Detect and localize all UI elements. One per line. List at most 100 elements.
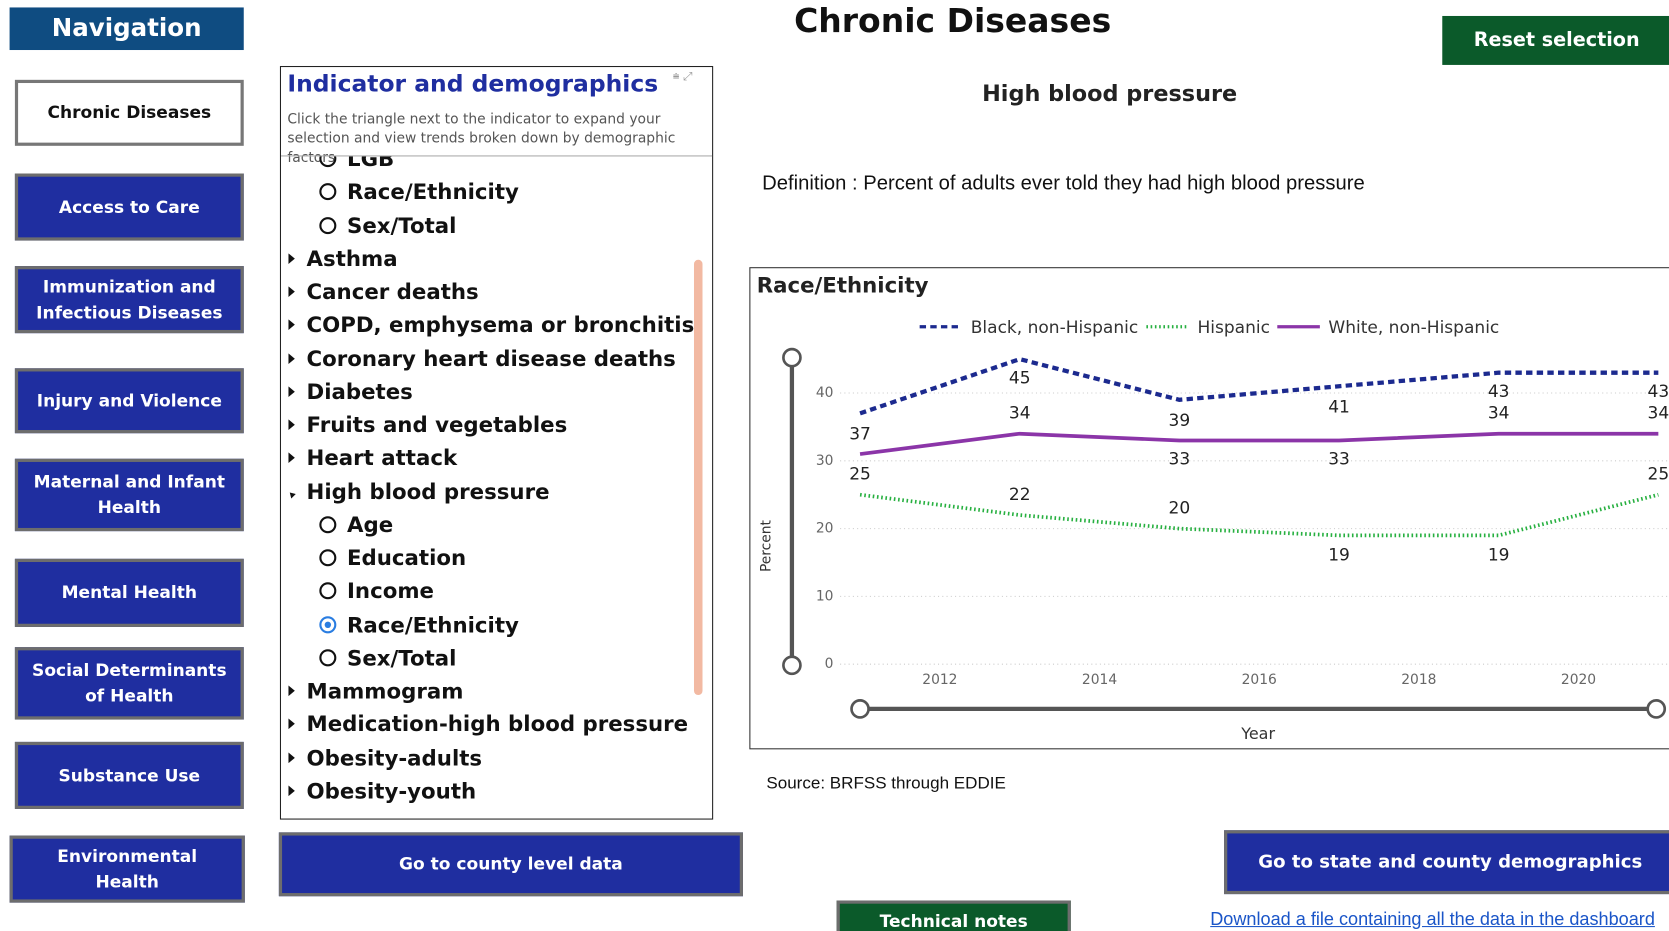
nav-button[interactable]: Maternal and Infant Health — [14, 458, 244, 532]
x-slider-handle[interactable] — [850, 699, 870, 719]
data-label: 25 — [1648, 464, 1669, 484]
expand-arrow[interactable] — [288, 319, 295, 331]
tree-item[interactable]: Asthma — [288, 242, 398, 274]
nav-button[interactable]: Substance Use — [14, 741, 244, 809]
tree-item[interactable]: High blood pressure — [287, 475, 550, 507]
notes-button[interactable]: Technical notes — [836, 900, 1071, 931]
tree-label[interactable]: Cancer deaths — [306, 278, 479, 305]
series-line — [859, 356, 1659, 416]
tree-item[interactable]: Coronary heart disease deaths — [288, 342, 676, 374]
state-button[interactable]: Go to state and county demographics — [1224, 830, 1669, 895]
expand-arrow[interactable] — [288, 785, 295, 796]
tree-item[interactable]: Diabetes — [288, 375, 413, 407]
panel-icons[interactable]: ⩧ ⤢ — [672, 69, 693, 84]
x-tick-label: 2012 — [922, 672, 957, 688]
tree-label[interactable]: Diabetes — [306, 378, 413, 405]
tree-label[interactable]: Obesity-adults — [306, 744, 483, 771]
tree-item[interactable]: Fruits and vegetables — [288, 409, 567, 441]
tree-item[interactable]: Income — [319, 575, 434, 607]
reset-button[interactable]: Reset selection — [1442, 15, 1669, 65]
tree-label[interactable]: Sex/Total — [346, 212, 457, 238]
chart: Race/Ethnicity Year Percent 010203040201… — [757, 273, 1669, 743]
tree-item[interactable]: LGB — [319, 156, 394, 174]
tree-label[interactable]: Mammogram — [306, 678, 464, 704]
nav-button[interactable]: Social Determinants of Health — [14, 647, 244, 720]
x-slider-handle[interactable] — [1646, 699, 1667, 719]
y-slider-handle[interactable] — [782, 347, 802, 368]
radio[interactable] — [319, 216, 337, 234]
tree-label[interactable]: Asthma — [306, 245, 398, 272]
nav-button[interactable]: Environmental Health — [9, 835, 245, 903]
x-axis-label: Year — [1240, 724, 1275, 743]
data-label: 34 — [1648, 403, 1669, 423]
tree-item[interactable]: Sex/Total — [319, 642, 456, 674]
download-link[interactable]: Download a file containing all the data … — [1210, 909, 1655, 930]
tree-label[interactable]: Age — [346, 511, 394, 538]
x-tick-label: 2020 — [1561, 672, 1596, 688]
nav-button[interactable]: Chronic Diseases — [14, 79, 244, 146]
tree-item[interactable]: Age — [319, 509, 393, 541]
tree: LGB Race/Ethnicity Sex/Total Asthma Cancer d… — [281, 156, 712, 818]
radio[interactable] — [319, 183, 337, 201]
tree-item[interactable]: Mammogram — [288, 675, 463, 707]
tree-label[interactable]: Medication-high blood pressure — [306, 711, 689, 737]
tree-item[interactable]: Obesity-youth — [288, 775, 476, 807]
radio[interactable] — [319, 615, 337, 633]
tree-item[interactable]: Race/Ethnicity — [319, 608, 519, 640]
nav-title: Navigation — [9, 7, 244, 51]
data-label: 34 — [1488, 403, 1510, 423]
legend-label: Hispanic — [1197, 318, 1269, 338]
nav-button[interactable]: Injury and Violence — [14, 368, 244, 434]
expand-arrow[interactable] — [288, 253, 295, 264]
tree-label[interactable]: COPD, emphysema or bronchitis — [306, 312, 695, 338]
chart-title: Race/Ethnicity — [757, 273, 929, 298]
expand-arrow[interactable] — [288, 718, 295, 730]
tree-label[interactable]: Obesity-youth — [306, 777, 477, 804]
radio[interactable] — [319, 156, 337, 168]
expand-arrow[interactable] — [288, 685, 295, 697]
county-button[interactable]: Go to county level data — [278, 832, 743, 897]
tree-label[interactable]: Education — [346, 544, 467, 571]
tree-item[interactable]: COPD, emphysema or bronchitis — [288, 309, 694, 341]
expand-arrow[interactable] — [288, 419, 295, 431]
expand-arrow[interactable] — [288, 286, 295, 297]
x-tick-label: 2018 — [1401, 672, 1436, 688]
tree-label[interactable]: Income — [346, 578, 434, 604]
y-slider-handle[interactable] — [782, 655, 802, 676]
expand-arrow[interactable] — [288, 452, 295, 464]
expand-arrow[interactable] — [288, 352, 295, 364]
tree-item[interactable]: Medication-high blood pressure — [288, 708, 688, 740]
tree-label[interactable]: Race/Ethnicity — [346, 179, 519, 205]
data-label: 19 — [1488, 546, 1510, 566]
nav-button[interactable]: Mental Health — [14, 558, 244, 627]
tree-label[interactable]: Fruits and vegetables — [306, 411, 568, 438]
nav-button[interactable]: Access to Care — [14, 173, 244, 241]
x-tick-label: 2016 — [1242, 672, 1277, 688]
tree-label[interactable]: Race/Ethnicity — [346, 611, 519, 638]
tree-label[interactable]: Heart attack — [306, 445, 458, 471]
expand-arrow[interactable] — [288, 386, 295, 397]
tree-label[interactable]: Sex/Total — [346, 644, 457, 671]
radio[interactable] — [319, 649, 337, 667]
legend-label: White, non-Hispanic — [1328, 318, 1499, 338]
tree-item[interactable]: Heart attack — [288, 442, 457, 474]
tree-item[interactable]: Cancer deaths — [288, 276, 479, 308]
tree-label[interactable]: High blood pressure — [306, 478, 550, 504]
radio[interactable] — [319, 515, 337, 534]
data-label: 43 — [1648, 382, 1669, 402]
expand-arrow[interactable] — [287, 490, 296, 499]
y-tick-label: 10 — [816, 588, 834, 604]
divider — [281, 155, 713, 157]
radio[interactable] — [319, 549, 337, 567]
nav-button[interactable]: Immunization and Infectious Diseases — [14, 266, 244, 334]
scrollbar[interactable] — [693, 259, 703, 696]
tree-item[interactable]: Education — [319, 542, 466, 574]
tree-item[interactable]: Obesity-adults — [288, 741, 482, 773]
radio[interactable] — [319, 582, 337, 600]
tree-label[interactable]: LGB — [346, 156, 395, 172]
tree-item[interactable]: Race/Ethnicity — [319, 176, 519, 208]
y-tick-label: 20 — [816, 521, 834, 537]
tree-item[interactable]: Sex/Total — [319, 209, 456, 241]
tree-label[interactable]: Coronary heart disease deaths — [306, 345, 676, 371]
expand-arrow[interactable] — [288, 752, 295, 763]
